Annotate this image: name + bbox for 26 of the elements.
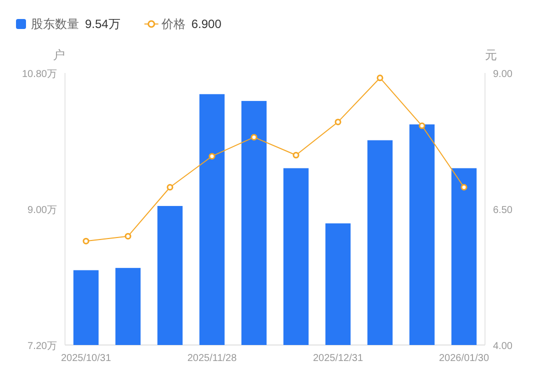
- point: [166, 184, 174, 190]
- y2-axis-title: 元: [485, 48, 497, 62]
- x-tick-label: 2026/01/30: [438, 353, 490, 364]
- y-axis-title: 户: [53, 48, 65, 62]
- y-tick-label: 7.20万: [28, 341, 57, 352]
- point: [334, 118, 342, 126]
- point: [292, 152, 300, 158]
- x-tick-label: 2025/11/28: [187, 353, 238, 364]
- y2-tick-label: 6.50: [493, 205, 513, 216]
- y2-tick-label: 9.00: [493, 69, 513, 80]
- y-tick-label: 10.80万: [22, 69, 57, 80]
- x-tick-label: 2025/10/31: [60, 353, 112, 364]
- y2-tick-label: 4.00: [493, 341, 513, 352]
- point: [82, 238, 90, 244]
- y-tick-label: 9.00万: [28, 205, 57, 216]
- legend-label: 股东数量: [31, 17, 79, 31]
- point: [208, 152, 216, 160]
- point: [376, 74, 384, 82]
- x-tick-label: 2025/12/31: [312, 353, 364, 364]
- text: 6.900: [191, 17, 222, 31]
- text: 9.54万: [85, 17, 120, 31]
- point: [418, 122, 426, 130]
- legend-label: 价格: [160, 17, 186, 31]
- point: [460, 184, 468, 190]
- point: [124, 232, 132, 240]
- point: [250, 134, 258, 140]
